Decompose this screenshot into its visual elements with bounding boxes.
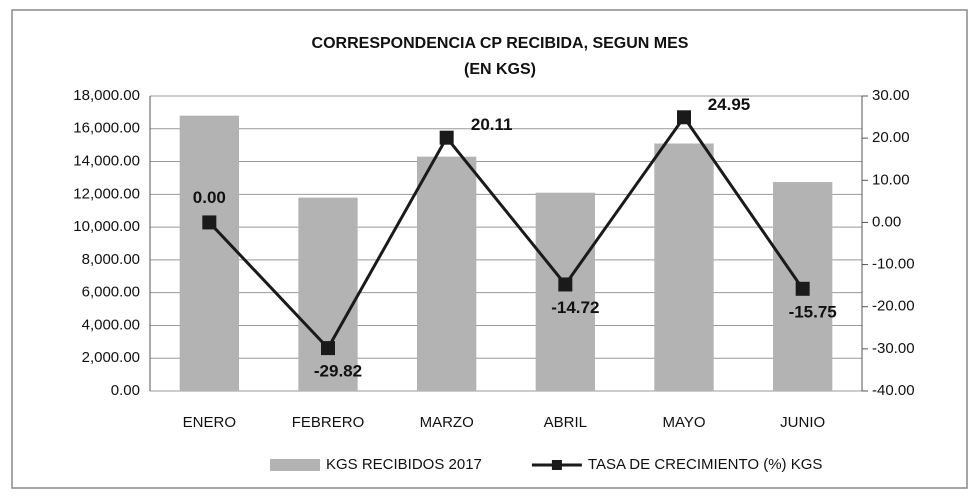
x-tick-label: MARZO: [420, 414, 474, 431]
line-marker: [321, 341, 335, 356]
y-tick-label: 8,000.00: [82, 251, 140, 268]
y2-tick-label: -20.00: [872, 298, 915, 315]
bar: [417, 156, 477, 391]
y-tick-label: 16,000.00: [73, 120, 140, 137]
x-tick-label: ABRIL: [544, 414, 587, 431]
line-marker: [439, 130, 454, 145]
y2-tick-label: -30.00: [872, 340, 915, 357]
x-tick-label: FEBRERO: [292, 414, 365, 431]
line-marker: [677, 110, 691, 125]
line-marker: [202, 215, 217, 230]
bar: [654, 143, 714, 391]
x-tick-label: ENERO: [183, 414, 236, 431]
x-tick-label: JUNIO: [780, 414, 825, 431]
bar: [535, 192, 595, 391]
legend-label: KGS RECIBIDOS 2017: [326, 456, 482, 473]
value-label: 20.11: [471, 115, 513, 134]
y-tick-label: 12,000.00: [73, 185, 140, 202]
y2-tick-label: -10.00: [872, 256, 915, 273]
value-label: 24.95: [708, 95, 751, 114]
line-marker: [795, 281, 810, 296]
value-label: -14.72: [551, 298, 599, 317]
bar: [179, 115, 239, 392]
legend-marker: [551, 460, 562, 470]
y2-tick-label: 30.00: [872, 87, 910, 104]
y2-tick-label: -40.00: [872, 382, 915, 399]
value-label: -29.82: [314, 362, 362, 381]
y2-tick-label: 20.00: [872, 129, 910, 146]
y-tick-label: 18,000.00: [73, 87, 140, 104]
y-tick-label: 0.00: [111, 382, 140, 399]
y-tick-label: 10,000.00: [73, 218, 140, 235]
legend-swatch: [270, 459, 320, 471]
chart-subtitle: (EN KGS): [464, 61, 536, 78]
value-label: -15.75: [789, 302, 837, 321]
value-label: 0.00: [193, 188, 226, 207]
x-tick-label: MAYO: [662, 414, 705, 431]
y2-tick-label: 10.00: [872, 171, 910, 188]
chart-title: CORRESPONDENCIA CP RECIBIDA, SEGUN MES: [312, 35, 689, 52]
y-tick-label: 4,000.00: [82, 316, 140, 333]
y-tick-label: 6,000.00: [82, 284, 140, 301]
line: [208, 114, 804, 351]
line-marker: [558, 277, 573, 292]
y-tick-label: 2,000.00: [82, 349, 140, 366]
legend-label: TASA DE CRECIMIENTO (%) KGS: [588, 456, 822, 473]
y-tick-label: 14,000.00: [73, 153, 140, 170]
bar: [298, 197, 358, 391]
y2-tick-label: 0.00: [872, 213, 901, 230]
